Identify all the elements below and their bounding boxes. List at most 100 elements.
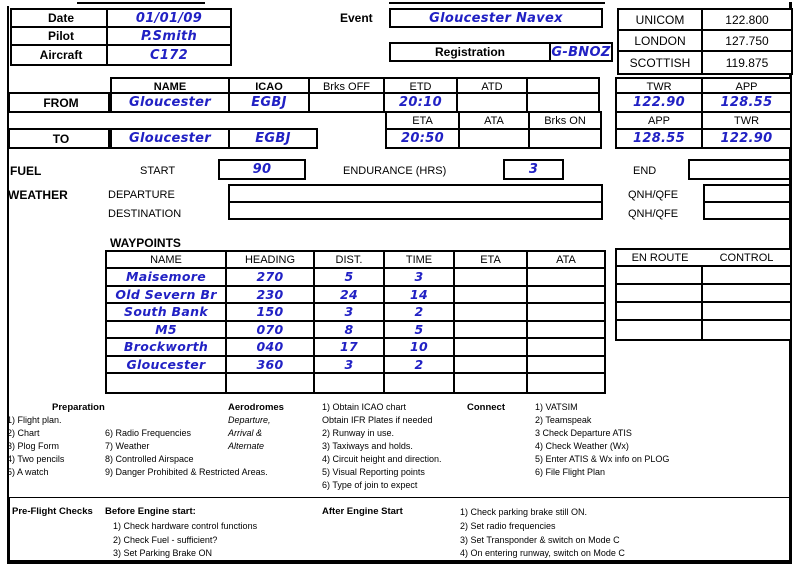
waypoint-name-cell[interactable] (107, 374, 227, 392)
airfield-info-item: 5) Visual Reporting points (322, 467, 425, 477)
waypoint-time-cell[interactable]: 2 (385, 356, 455, 374)
control-cell[interactable] (703, 285, 790, 303)
london-frequency: 127.750 (703, 31, 791, 52)
arrival-twr-field[interactable]: 122.90 (701, 128, 792, 149)
waypoint-eta-cell[interactable] (455, 286, 528, 304)
waypoint-ata-cell[interactable] (528, 357, 604, 374)
aircraft-field[interactable]: C172 (150, 47, 188, 63)
to-eta-field[interactable]: 20:50 (385, 128, 460, 149)
waypoint-heading-cell[interactable]: 360 (227, 356, 315, 374)
fuel-endurance-field[interactable]: 3 (503, 159, 564, 180)
fuel-end-field[interactable] (688, 159, 791, 180)
enroute-cell[interactable] (617, 321, 703, 339)
preflight-section-box (8, 497, 791, 562)
to-brks-on-field[interactable] (528, 128, 602, 149)
from-icao-field[interactable]: EGBJ (228, 92, 310, 113)
waypoint-dist-cell[interactable]: 8 (315, 321, 385, 339)
waypoint-eta-cell[interactable] (455, 269, 528, 287)
waypoint-dist-cell[interactable]: 3 (315, 304, 385, 322)
waypoint-time-cell[interactable]: 2 (385, 304, 455, 322)
to-ata-field[interactable] (458, 128, 530, 149)
waypoint-name-cell[interactable]: South Bank (107, 304, 227, 322)
waypoint-eta-header: ETA (455, 252, 528, 269)
registration-field[interactable]: G-BNOZ (549, 44, 611, 60)
control-cell[interactable] (703, 321, 790, 339)
to-name-field[interactable]: Gloucester (110, 128, 230, 149)
airfield-info-item: 4) Circuit height and direction. (322, 454, 442, 464)
waypoint-ata-cell[interactable] (528, 322, 604, 339)
event-field[interactable]: Gloucester Navex (389, 8, 603, 28)
waypoint-dist-cell[interactable]: 24 (315, 286, 385, 304)
scottish-frequency: 119.875 (725, 55, 769, 70)
preparation-item: 6) Radio Frequencies (105, 428, 192, 438)
date-field[interactable]: 01/01/09 (108, 10, 230, 28)
waypoint-name-cell[interactable]: Gloucester (107, 356, 227, 374)
waypoint-dist-cell[interactable]: 3 (315, 356, 385, 374)
waypoint-name-header: NAME (107, 252, 227, 269)
waypoint-time-cell[interactable]: 10 (385, 339, 455, 357)
weather-destination-label: DESTINATION (108, 208, 182, 220)
from-etd-field[interactable]: 20:10 (383, 92, 458, 113)
waypoint-time-cell[interactable]: 5 (385, 321, 455, 339)
waypoint-eta-cell[interactable] (455, 374, 528, 392)
waypoint-heading-cell[interactable]: 150 (227, 304, 315, 322)
waypoint-eta-cell[interactable] (455, 304, 528, 322)
from-atd-field[interactable] (456, 92, 528, 113)
waypoint-heading-cell[interactable]: 070 (227, 321, 315, 339)
waypoint-eta-cell[interactable] (455, 321, 528, 339)
from-name-field[interactable]: Gloucester (110, 92, 230, 113)
departure-twr-field[interactable]: 122.90 (615, 92, 703, 113)
aerodromes-item: Alternate (228, 441, 265, 451)
form-border-left (7, 6, 9, 563)
waypoint-dist-cell[interactable]: 5 (315, 269, 385, 287)
fuel-end-label: END (633, 165, 657, 177)
fuel-start-field[interactable]: 90 (218, 159, 306, 180)
enroute-cell[interactable] (617, 303, 703, 321)
waypoint-ata-cell[interactable] (528, 304, 604, 322)
qnh-qfe-destination-label: QNH/QFE (628, 208, 679, 220)
enroute-cell[interactable] (617, 285, 703, 303)
from-spare-field[interactable] (526, 92, 600, 113)
connect-title: Connect (467, 402, 505, 413)
qnh-qfe-destination-field[interactable] (703, 201, 791, 220)
waypoint-name-cell[interactable]: Brockworth (107, 339, 227, 357)
waypoint-eta-cell[interactable] (455, 339, 528, 357)
registration-label: Registration (434, 45, 505, 59)
waypoint-heading-cell[interactable] (227, 374, 315, 392)
waypoint-ata-cell[interactable] (528, 339, 604, 357)
waypoint-heading-cell[interactable]: 270 (227, 269, 315, 287)
waypoint-ata-cell[interactable] (528, 287, 604, 304)
waypoint-heading-cell[interactable]: 040 (227, 339, 315, 357)
waypoint-name-cell[interactable]: Maisemore (107, 269, 227, 287)
waypoint-time-cell[interactable]: 14 (385, 286, 455, 304)
waypoint-eta-cell[interactable] (455, 356, 528, 374)
control-cell[interactable] (703, 303, 790, 321)
control-cell[interactable] (703, 267, 790, 285)
waypoint-name-cell[interactable]: M5 (107, 321, 227, 339)
waypoint-heading-cell[interactable]: 230 (227, 286, 315, 304)
page-edge-artifact (77, 2, 205, 4)
from-brks-off-field[interactable] (308, 92, 385, 113)
ata-column-header: ATA (458, 111, 530, 130)
weather-destination-field[interactable] (228, 201, 603, 220)
waypoint-ata-cell[interactable] (528, 374, 604, 392)
qnh-qfe-departure-label: QNH/QFE (628, 189, 679, 201)
waypoint-time-cell[interactable] (385, 374, 455, 392)
waypoint-dist-header: DIST. (315, 252, 385, 269)
enroute-cell[interactable] (617, 267, 703, 285)
connect-item: 3 Check Departure ATIS (535, 428, 632, 438)
arrival-app-field[interactable]: 128.55 (615, 128, 703, 149)
to-times-group: 20:50 (385, 128, 602, 149)
waypoint-name-cell[interactable]: Old Severn Br (107, 286, 227, 304)
waypoint-dist-cell[interactable]: 17 (315, 339, 385, 357)
pilot-field[interactable]: P.Smith (108, 28, 230, 46)
after-engine-item: 4) On entering runway, switch on Mode C (460, 548, 625, 558)
flight-id-table: Date 01/01/09 Pilot P.Smith Aircraft C17… (10, 8, 232, 66)
departure-app-field[interactable]: 128.55 (701, 92, 792, 113)
waypoint-time-cell[interactable]: 3 (385, 269, 455, 287)
waypoint-dist-cell[interactable] (315, 374, 385, 392)
to-icao-field[interactable]: EGBJ (228, 128, 318, 149)
before-engine-item: 2) Check Fuel - sufficient? (113, 535, 218, 545)
waypoint-ata-cell[interactable] (528, 269, 604, 287)
